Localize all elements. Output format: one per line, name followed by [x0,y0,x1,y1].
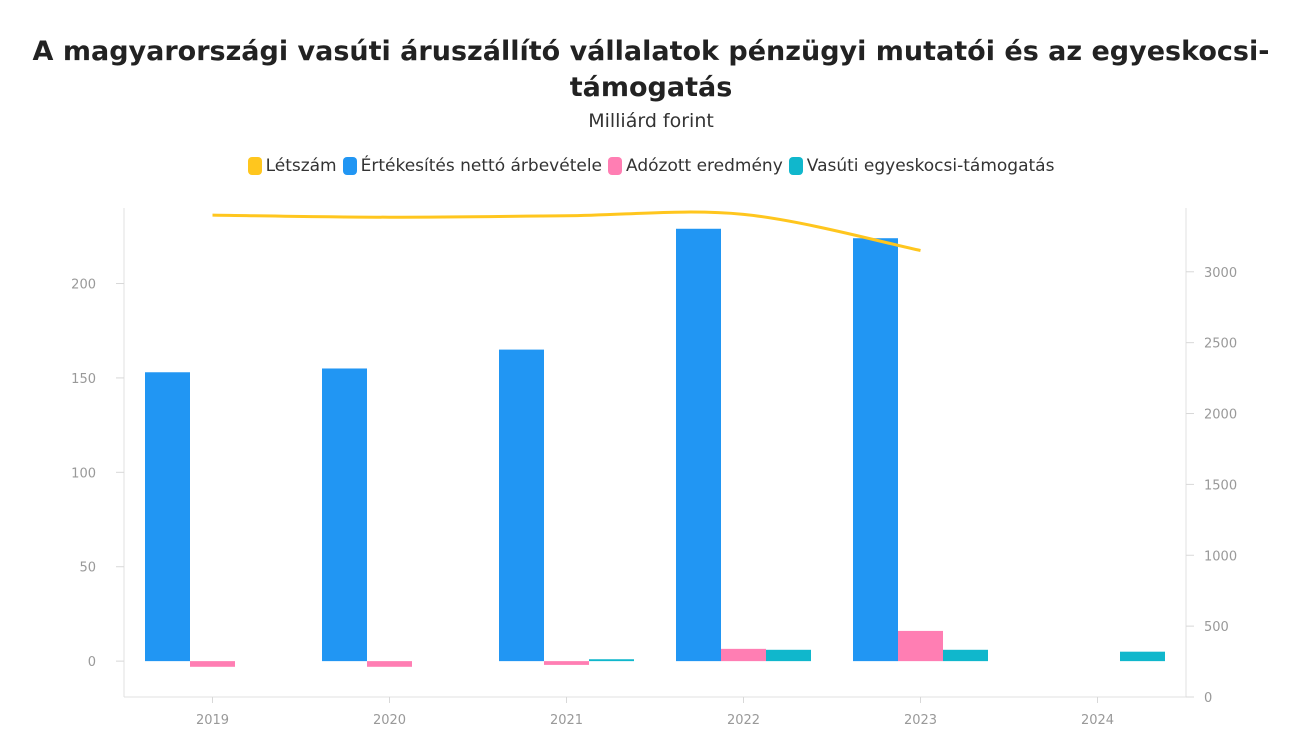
bar-vasuti-egyeskocsi-tamogatas [766,649,811,662]
legend-swatch [608,157,622,175]
x-tick-label: 2023 [904,713,937,728]
x-tick-label: 2019 [196,713,229,728]
y-left-tick-label: 150 [71,372,96,387]
bar-ertekesites-netto-arbevetele [853,238,898,662]
y-right-tick-label: 1500 [1204,478,1237,493]
y-left-tick-label: 0 [88,655,96,670]
bar-adozott-eredmeny [898,630,943,662]
legend-item-vasuti-egyeskocsi-tamogatas[interactable]: Vasúti egyeskocsi-támogatás [788,156,1055,176]
x-tick-label: 2022 [727,713,760,728]
y-right-tick-label: 0 [1204,691,1212,706]
y-right-tick-label: 3000 [1204,266,1237,281]
y-left-tick-label: 200 [71,278,96,293]
x-tick-label: 2020 [373,713,406,728]
x-tick-label: 2024 [1081,713,1114,728]
bar-adozott-eredmeny [190,661,235,667]
legend-swatch [788,157,803,175]
bar-ertekesites-netto-arbevetele [322,368,367,662]
y-right-tick-label: 2500 [1204,337,1237,352]
legend-label: Létszám [265,156,337,176]
y-right-tick-label: 2000 [1204,408,1237,423]
bar-vasuti-egyeskocsi-tamogatas [943,649,988,662]
chart-subtitle: Milliárd forint [588,110,714,132]
bar-adozott-eredmeny [544,661,589,665]
legend-item-letszam[interactable]: Létszám [247,156,337,176]
legend-label: Adózott eredmény [626,156,783,176]
legend-item-adozott-eredmeny[interactable]: Adózott eredmény [608,156,783,176]
y-left-tick-label: 100 [71,466,96,481]
bar-adozott-eredmeny [367,661,412,667]
y-left-tick-label: 50 [79,561,96,576]
bar-ertekesites-netto-arbevetele [499,349,544,662]
legend-item-ertekesites-netto-arbevetele[interactable]: Értékesítés nettó árbevétele [342,156,602,176]
x-tick-label: 2021 [550,713,583,728]
legend-label: Vasúti egyeskocsi-támogatás [806,156,1055,176]
line-letszam [212,210,921,252]
bar-vasuti-egyeskocsi-tamogatas [1120,651,1165,662]
chart-title: A magyarországi vasúti áruszállító válla… [32,36,1270,103]
bar-vasuti-egyeskocsi-tamogatas [589,659,634,662]
bar-adozott-eredmeny [721,648,766,662]
legend-label: Értékesítés nettó árbevétele [360,156,602,176]
legend: Létszám Értékesítés nettó árbevétele Adózo… [0,156,1302,176]
y-right-tick-label: 1000 [1204,549,1237,564]
legend-swatch [247,157,262,175]
bar-ertekesites-netto-arbevetele [145,372,190,662]
y-right-tick-label: 500 [1204,620,1229,635]
bar-ertekesites-netto-arbevetele [676,228,721,662]
legend-swatch [342,157,357,175]
